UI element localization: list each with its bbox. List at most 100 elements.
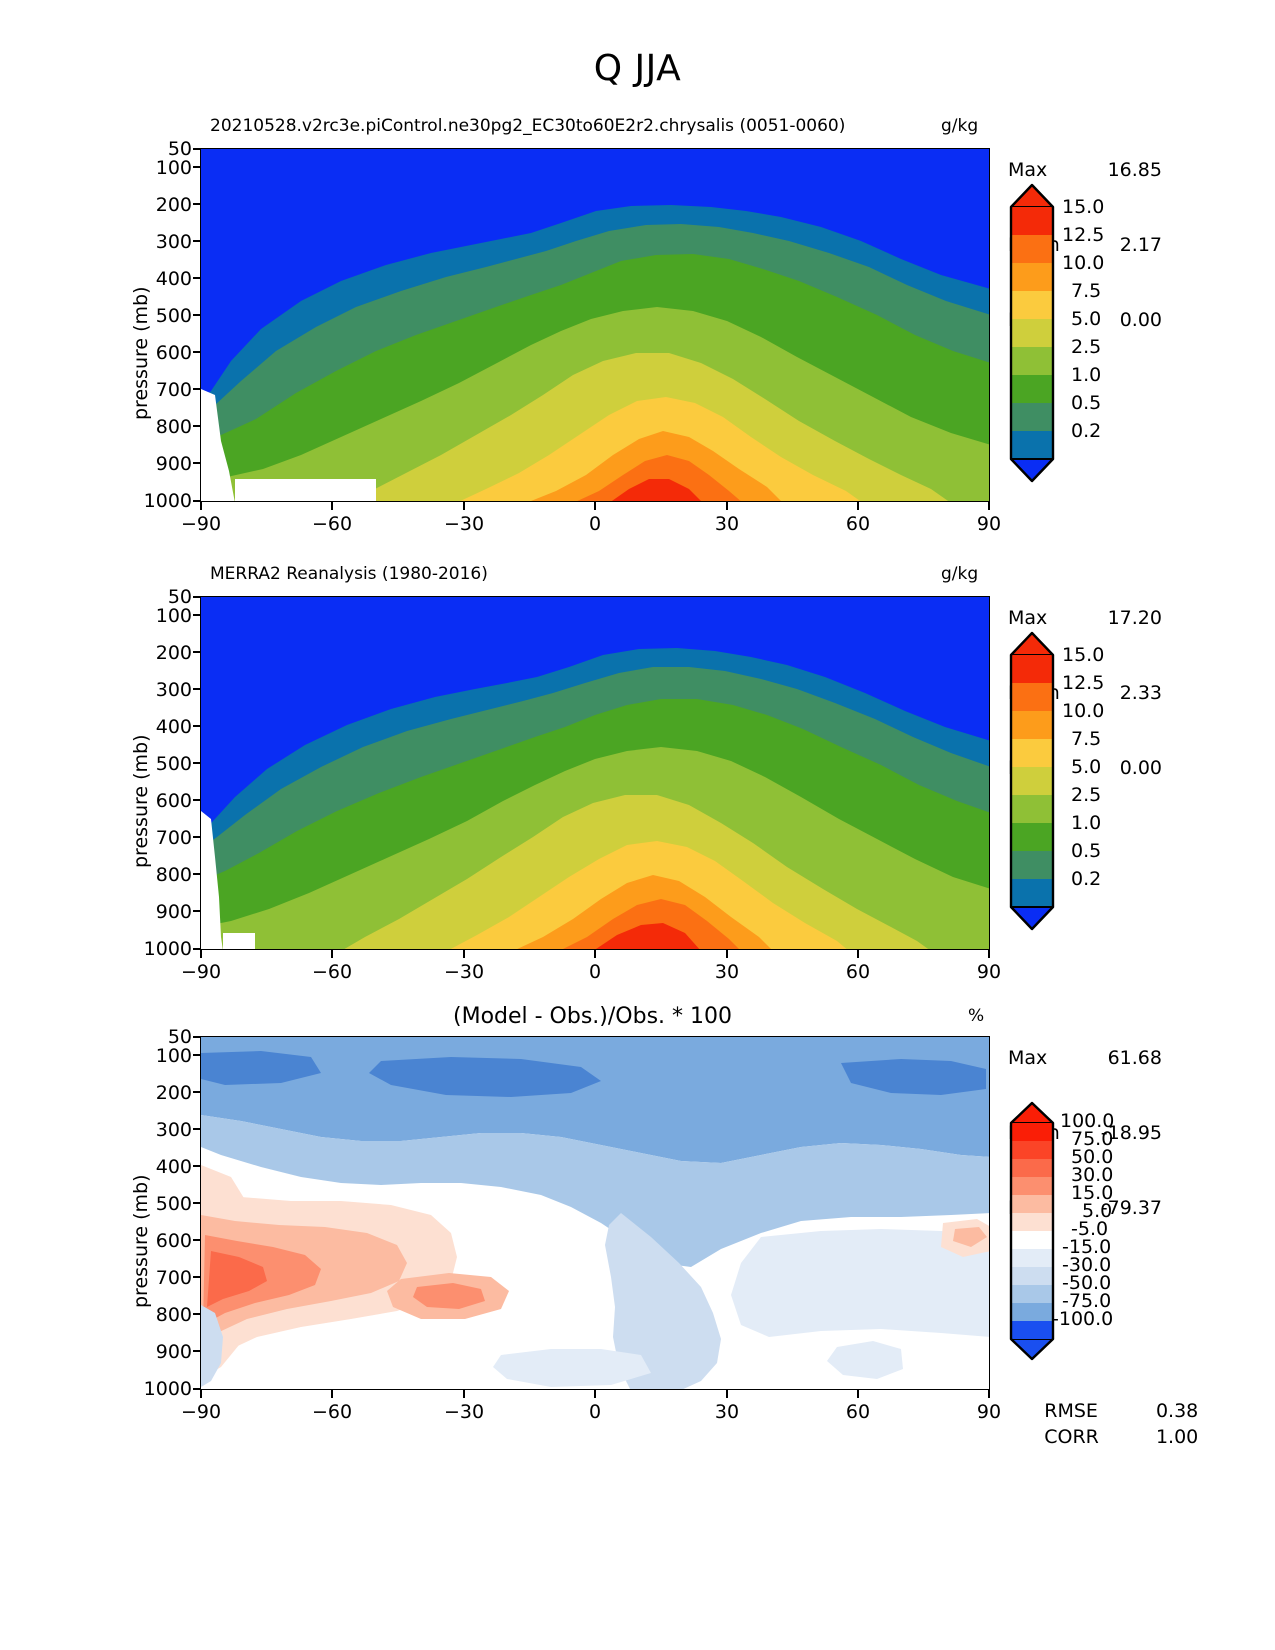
xtick-neg60: −60 xyxy=(311,1401,353,1423)
stat-value-min: 0.00 xyxy=(1119,757,1162,779)
xtick-90: 90 xyxy=(976,961,1002,983)
footer-label-rmse: RMSE xyxy=(1044,1400,1098,1422)
cb-obs-label-5: 5.0 xyxy=(1071,756,1102,778)
xtick-30: 30 xyxy=(714,961,740,983)
ytick-500: 500 xyxy=(155,753,192,775)
xtick-30: 30 xyxy=(714,513,740,535)
panel-diff-units: % xyxy=(968,1006,985,1026)
ytick-700: 700 xyxy=(155,827,192,849)
stat-value-mean: 2.17 xyxy=(1119,234,1162,256)
panel-model-title: 20210528.v2rc3e.piControl.ne30pg2_EC30to… xyxy=(210,116,846,136)
cb-model-label-7_5: 7.5 xyxy=(1071,280,1102,302)
ytick-100: 100 xyxy=(155,1045,192,1067)
cb-model-label-12_5: 12.5 xyxy=(1062,224,1105,246)
diff-contour-field xyxy=(201,1037,989,1389)
xtick-neg90: −90 xyxy=(180,513,222,535)
panel-obs-title: MERRA2 Reanalysis (1980-2016) xyxy=(210,564,488,584)
ytick-700: 700 xyxy=(155,1267,192,1289)
stat-label-max: Max xyxy=(1008,607,1048,629)
ytick-100: 100 xyxy=(155,157,192,179)
cb-obs-label-0_5: 0.5 xyxy=(1071,840,1102,862)
ytick-600: 600 xyxy=(155,1230,192,1252)
xtick-neg30: −30 xyxy=(443,513,485,535)
cb-diff-label-neg5: -5.0 xyxy=(1071,1218,1109,1240)
ytick-200: 200 xyxy=(155,1082,192,1104)
cb-diff-label-100: 100.0 xyxy=(1060,1110,1115,1132)
xtick-neg60: −60 xyxy=(311,513,353,535)
ytick-1000: 1000 xyxy=(143,490,192,512)
xtick-60: 60 xyxy=(845,1401,871,1423)
panel-diff-title: (Model - Obs.)/Obs. * 100 xyxy=(453,1004,733,1029)
ytick-600: 600 xyxy=(155,790,192,812)
cb-obs-label-10: 10.0 xyxy=(1062,700,1105,722)
cb-diff-label-neg50: -50.0 xyxy=(1062,1272,1112,1294)
ytick-700: 700 xyxy=(155,379,192,401)
ytick-500: 500 xyxy=(155,1193,192,1215)
ytick-400: 400 xyxy=(155,716,192,738)
ytick-400: 400 xyxy=(155,268,192,290)
figure-title: Q JJA xyxy=(593,48,682,89)
cb-diff-label-neg100: -100.0 xyxy=(1052,1308,1114,1330)
ytick-300: 300 xyxy=(155,679,192,701)
ytick-500: 500 xyxy=(155,305,192,327)
cb-model-label-5: 5.0 xyxy=(1071,308,1102,330)
ytick-900: 900 xyxy=(155,901,192,923)
xtick-neg30: −30 xyxy=(443,961,485,983)
xtick-30: 30 xyxy=(714,1401,740,1423)
panel-diff-plot xyxy=(200,1036,990,1390)
xtick-0: 0 xyxy=(588,513,602,535)
panel-model-plot xyxy=(200,148,990,502)
cb-obs-label-7_5: 7.5 xyxy=(1071,728,1102,750)
panel-model-colorbar xyxy=(1009,183,1055,483)
panel-diff-colorbar xyxy=(1009,1101,1055,1361)
cb-obs-label-2_5: 2.5 xyxy=(1071,784,1102,806)
cb-diff-label-50: 50.0 xyxy=(1071,1146,1114,1168)
panel-obs-units: g/kg xyxy=(941,564,979,584)
ytick-50: 50 xyxy=(167,138,192,160)
stat-value-mean: 2.33 xyxy=(1119,682,1162,704)
cb-obs-label-0_2: 0.2 xyxy=(1071,868,1102,890)
ytick-100: 100 xyxy=(155,605,192,627)
obs-contour-field xyxy=(201,597,989,949)
stat-value-max: 17.20 xyxy=(1107,607,1162,629)
xtick-neg90: −90 xyxy=(180,1401,222,1423)
ytick-800: 800 xyxy=(155,864,192,886)
ytick-50: 50 xyxy=(167,586,192,608)
cb-diff-label-neg75: -75.0 xyxy=(1062,1290,1112,1312)
ytick-300: 300 xyxy=(155,1119,192,1141)
ytick-1000: 1000 xyxy=(143,938,192,960)
cb-model-label-1: 1.0 xyxy=(1071,364,1102,386)
stat-value-min: -79.37 xyxy=(1100,1197,1162,1219)
cb-diff-label-5: 5.0 xyxy=(1082,1200,1113,1222)
cb-obs-label-15: 15.0 xyxy=(1062,644,1105,666)
xtick-0: 0 xyxy=(588,961,602,983)
cb-obs-label-12_5: 12.5 xyxy=(1062,672,1105,694)
cb-model-label-2_5: 2.5 xyxy=(1071,336,1102,358)
ytick-400: 400 xyxy=(155,1156,192,1178)
xtick-neg90: −90 xyxy=(180,961,222,983)
stat-value-mean: -18.95 xyxy=(1100,1122,1162,1144)
cb-diff-label-30: 30.0 xyxy=(1071,1164,1114,1186)
ytick-200: 200 xyxy=(155,642,192,664)
ytick-1000: 1000 xyxy=(143,1378,192,1400)
cb-diff-label-neg15: -15.0 xyxy=(1062,1236,1112,1258)
ytick-900: 900 xyxy=(155,1341,192,1363)
xtick-60: 60 xyxy=(845,513,871,535)
panel-model-units: g/kg xyxy=(941,116,979,136)
cb-model-label-0_5: 0.5 xyxy=(1071,392,1102,414)
ytick-200: 200 xyxy=(155,194,192,216)
panel-diff-footer: RMSE 0.38 CORR 1.00 xyxy=(1008,1372,1198,1476)
panel-obs-colorbar xyxy=(1009,631,1055,931)
cb-model-label-10: 10.0 xyxy=(1062,252,1105,274)
stat-label-max: Max xyxy=(1008,1047,1048,1069)
cb-diff-label-neg30: -30.0 xyxy=(1062,1254,1112,1276)
cb-diff-label-15: 15.0 xyxy=(1071,1182,1114,1204)
footer-value-rmse: 0.38 xyxy=(1155,1400,1199,1422)
cb-model-label-0_2: 0.2 xyxy=(1071,420,1102,442)
footer-value-corr: 1.00 xyxy=(1155,1426,1199,1448)
panel-model: 20210528.v2rc3e.piControl.ne30pg2_EC30to… xyxy=(0,0,1275,540)
xtick-neg30: −30 xyxy=(443,1401,485,1423)
xtick-60: 60 xyxy=(845,961,871,983)
